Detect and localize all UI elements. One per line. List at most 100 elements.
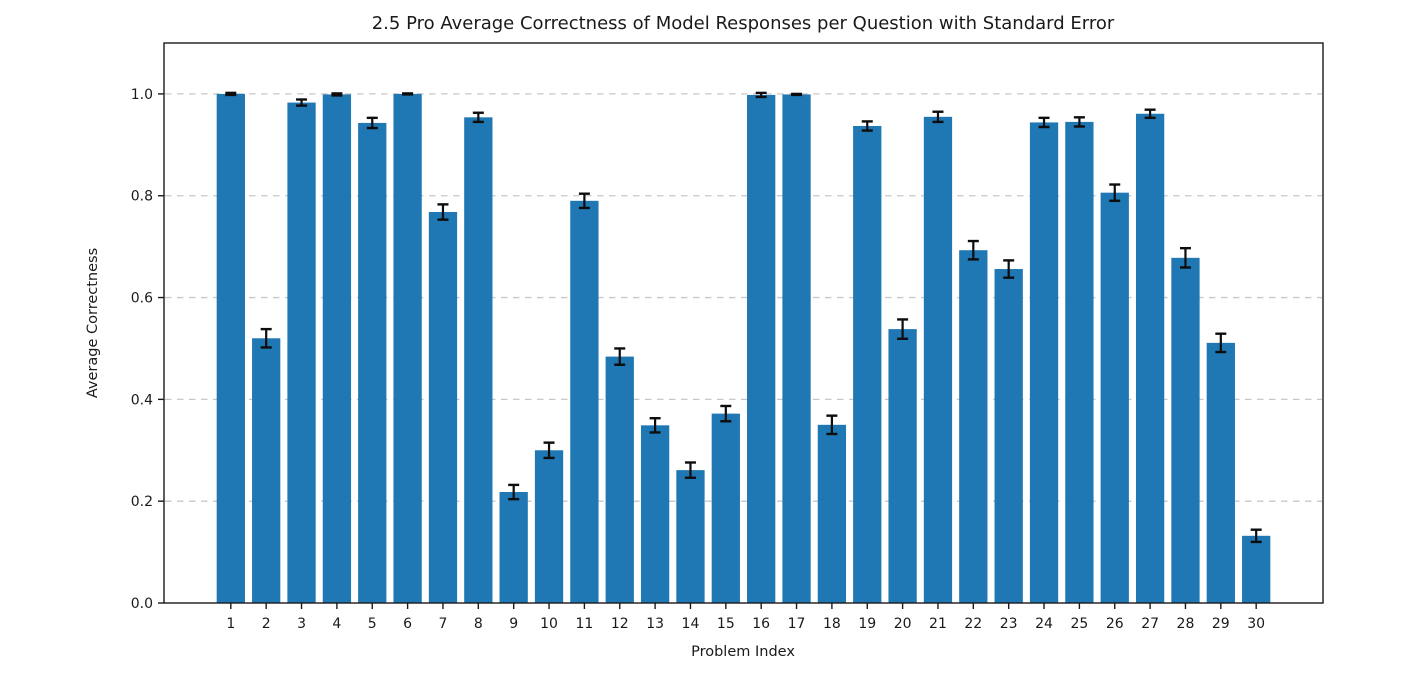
- x-tick-label-11: 11: [575, 616, 593, 632]
- error-bar-problem-15: [720, 404, 732, 423]
- x-tick-label-21: 21: [929, 616, 947, 632]
- error-bar-problem-10: [543, 441, 555, 460]
- x-tick-label-6: 6: [403, 616, 412, 632]
- tick-layer: 0.00.20.40.60.81.01 2 3 4 5 6 7 8 9 10 11 12 13 14 15 1…: [131, 87, 1265, 632]
- bar-problem-3: [287, 102, 316, 604]
- x-tick-label-30: 30: [1247, 616, 1265, 632]
- y-tick-label-0.8: 0.8: [131, 189, 153, 205]
- x-tick-label-9: 9: [509, 616, 518, 632]
- bar-problem-30: [1242, 535, 1271, 603]
- x-tick-label-17: 17: [788, 616, 806, 632]
- x-axis-label: Problem Index: [691, 644, 795, 660]
- error-bar-problem-24: [1038, 116, 1050, 129]
- error-bar-problem-23: [1003, 259, 1015, 279]
- bar-problem-25: [1065, 121, 1094, 603]
- grid-layer: [165, 93, 1322, 502]
- x-tick-label-18: 18: [823, 616, 841, 632]
- bar-problem-28: [1171, 257, 1200, 603]
- error-bar-problem-1: [225, 91, 237, 97]
- bar-problem-10: [534, 450, 564, 603]
- bar-problem-21: [923, 116, 953, 604]
- x-tick-label-24: 24: [1035, 616, 1053, 632]
- x-tick-label-5: 5: [368, 616, 377, 632]
- bar-problem-20: [888, 329, 917, 603]
- error-bar-problem-25: [1073, 116, 1085, 128]
- chart-title: 2.5 Pro Average Correctness of Model Res…: [372, 13, 1115, 34]
- x-tick-label-4: 4: [332, 616, 341, 632]
- bar-problem-26: [1100, 192, 1129, 603]
- bar-problem-9: [499, 492, 528, 603]
- x-tick-label-20: 20: [894, 616, 912, 632]
- x-tick-label-1: 1: [226, 616, 235, 632]
- error-bar-problem-5: [366, 116, 378, 130]
- bar-problem-29: [1206, 342, 1235, 603]
- x-tick-label-29: 29: [1212, 616, 1230, 632]
- error-bar-problem-18: [826, 414, 838, 436]
- plot-area-border: [163, 42, 1324, 604]
- error-bar-layer: [225, 91, 1262, 544]
- x-tick-label-22: 22: [964, 616, 982, 632]
- error-bar-problem-6: [402, 92, 414, 96]
- error-bar-problem-12: [614, 347, 626, 366]
- x-tick-label-10: 10: [540, 616, 558, 632]
- error-bar-problem-26: [1109, 183, 1121, 203]
- error-bar-problem-9: [508, 483, 520, 501]
- axes-layer: [163, 42, 1324, 604]
- bar-layer: [216, 93, 1271, 604]
- bar-problem-13: [640, 425, 670, 603]
- x-tick-label-7: 7: [439, 616, 448, 632]
- x-tick-label-12: 12: [611, 616, 629, 632]
- x-tick-label-27: 27: [1141, 616, 1159, 632]
- bar-problem-12: [605, 356, 634, 603]
- bar-problem-22: [959, 250, 988, 603]
- error-bar-problem-28: [1179, 246, 1191, 269]
- bar-problem-5: [358, 122, 387, 603]
- error-bar-problem-14: [684, 461, 696, 479]
- x-tick-label-3: 3: [297, 616, 306, 632]
- error-bar-problem-21: [932, 110, 944, 124]
- bar-problem-4: [322, 94, 352, 603]
- error-bar-problem-11: [578, 192, 590, 210]
- bar-problem-1: [216, 93, 245, 603]
- bar-problem-2: [252, 338, 281, 603]
- bar-problem-11: [570, 200, 599, 603]
- error-bar-problem-30: [1250, 528, 1262, 544]
- x-tick-label-8: 8: [474, 616, 483, 632]
- bar-problem-14: [676, 470, 705, 603]
- bar-problem-7: [428, 212, 458, 603]
- error-bar-problem-20: [897, 318, 909, 340]
- y-tick-label-0.6: 0.6: [131, 291, 153, 307]
- error-bar-problem-4: [331, 92, 343, 97]
- y-tick-label-1.0: 1.0: [131, 87, 153, 103]
- y-tick-label-0.0: 0.0: [131, 596, 153, 612]
- y-tick-label-0.4: 0.4: [131, 392, 153, 408]
- error-bar-problem-17: [791, 92, 803, 97]
- bar-problem-17: [782, 94, 811, 603]
- error-bar-problem-19: [861, 120, 873, 132]
- error-bar-problem-2: [260, 327, 272, 349]
- bar-problem-24: [1029, 122, 1059, 603]
- x-tick-label-13: 13: [646, 616, 664, 632]
- x-tick-label-2: 2: [262, 616, 271, 632]
- x-tick-label-19: 19: [858, 616, 876, 632]
- y-axis-label: Average Correctness: [85, 248, 101, 398]
- x-tick-label-15: 15: [717, 616, 735, 632]
- error-bar-problem-13: [649, 417, 661, 434]
- bar-problem-19: [853, 125, 882, 604]
- error-bar-problem-22: [967, 239, 979, 261]
- bar-problem-6: [393, 93, 422, 603]
- error-bar-problem-3: [296, 98, 308, 107]
- bar-problem-15: [711, 413, 740, 603]
- error-bar-problem-29: [1215, 332, 1227, 354]
- x-tick-label-26: 26: [1106, 616, 1124, 632]
- error-bar-problem-8: [472, 111, 484, 124]
- bar-problem-16: [747, 94, 776, 603]
- bar-problem-8: [464, 117, 493, 603]
- error-bar-problem-27: [1144, 108, 1156, 120]
- bar-problem-18: [817, 424, 847, 603]
- x-tick-label-23: 23: [1000, 616, 1018, 632]
- error-bar-problem-16: [755, 91, 767, 99]
- y-tick-label-0.2: 0.2: [131, 494, 153, 510]
